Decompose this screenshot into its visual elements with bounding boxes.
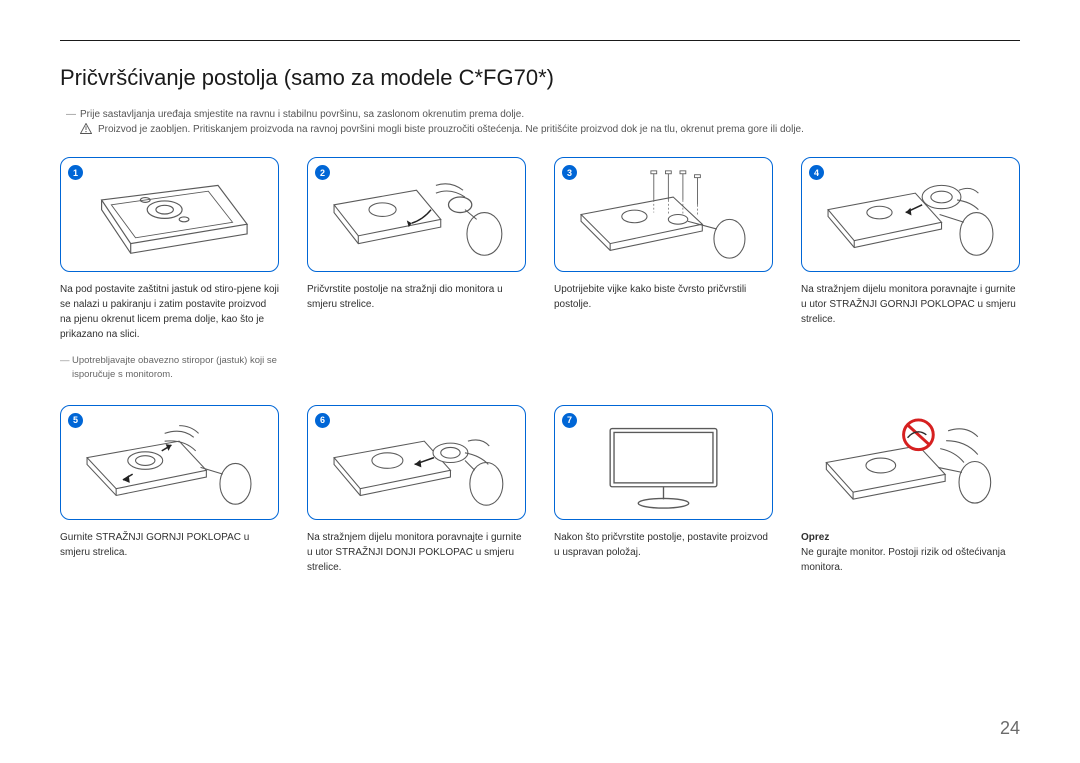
step-caption-1: Na pod postavite zaštitni jastuk od stir… — [60, 282, 279, 342]
step-cell-5: 5 — [60, 405, 279, 575]
step-cell-7: 7 Nakon što pričvrstite postolje, postav… — [554, 405, 773, 575]
step-panel-2: 2 — [307, 157, 526, 272]
step-panel-1: 1 — [60, 157, 279, 272]
step-panel-5: 5 — [60, 405, 279, 520]
intro-line-1: ― Prije sastavljanja uređaja smjestite na… — [66, 107, 1020, 122]
step-footnote-1: Upotrebljavajte obavezno stiropor (jastu… — [72, 354, 279, 383]
intro-text-2: Proizvod je zaobljen. Pritiskanjem proiz… — [98, 122, 804, 137]
step-badge: 5 — [68, 413, 83, 428]
page-title: Pričvršćivanje postolja (samo za modele … — [60, 65, 1020, 91]
diagram-7-icon — [563, 414, 764, 511]
step-cell-6: 6 — [307, 405, 526, 575]
diagram-5-icon — [69, 414, 270, 511]
step-panel-7: 7 — [554, 405, 773, 520]
step-badge: 7 — [562, 413, 577, 428]
step-cell-1: 1 Na pod postavite zaštitni jastuk od st… — [60, 157, 279, 383]
page-number: 24 — [1000, 718, 1020, 739]
diagram-4-icon — [810, 166, 1011, 263]
caution-panel — [801, 405, 1020, 520]
diagram-6-icon — [316, 414, 517, 511]
diagram-1-icon — [69, 166, 270, 263]
step-badge: 2 — [315, 165, 330, 180]
dash-icon: ― — [66, 109, 76, 120]
oprez-text: Ne gurajte monitor. Postoji rizik od ošt… — [801, 547, 1006, 573]
step-cell-2: 2 Prič — [307, 157, 526, 383]
step-panel-3: 3 — [554, 157, 773, 272]
oprez-label: Oprez — [801, 532, 829, 543]
step-caption-4: Na stražnjem dijelu monitora poravnajte … — [801, 282, 1020, 327]
step-badge: 1 — [68, 165, 83, 180]
diagram-caution-icon — [809, 413, 1012, 512]
step-panel-4: 4 — [801, 157, 1020, 272]
step-badge: 6 — [315, 413, 330, 428]
intro-line-2: Proizvod je zaobljen. Pritiskanjem proiz… — [80, 122, 1020, 139]
intro-text-1: Prije sastavljanja uređaja smjestite na … — [80, 109, 524, 120]
step-caption-2: Pričvrstite postolje na stražnji dio mon… — [307, 282, 526, 312]
step-cell-3: 3 — [554, 157, 773, 383]
step-caption-5: Gurnite STRAŽNJI GORNJI POKLOPAC u smjer… — [60, 530, 279, 560]
step-caption-7: Nakon što pričvrstite postolje, postavit… — [554, 530, 773, 560]
step-badge: 3 — [562, 165, 577, 180]
prohibit-icon — [904, 419, 934, 449]
warning-triangle-icon — [80, 123, 92, 139]
caution-caption: Oprez Ne gurajte monitor. Postoji rizik … — [801, 530, 1020, 575]
step-cell-4: 4 — [801, 157, 1020, 383]
step-badge: 4 — [809, 165, 824, 180]
step-caption-6: Na stražnjem dijelu monitora poravnajte … — [307, 530, 526, 575]
step-caption-3: Upotrijebite vijke kako biste čvrsto pri… — [554, 282, 773, 312]
caution-cell: Oprez Ne gurajte monitor. Postoji rizik … — [801, 405, 1020, 575]
step-panel-6: 6 — [307, 405, 526, 520]
top-rule — [60, 40, 1020, 41]
diagram-2-icon — [316, 166, 517, 263]
steps-grid: 1 Na pod postavite zaštitni jastuk od st… — [60, 157, 1020, 575]
diagram-3-icon — [563, 166, 764, 263]
